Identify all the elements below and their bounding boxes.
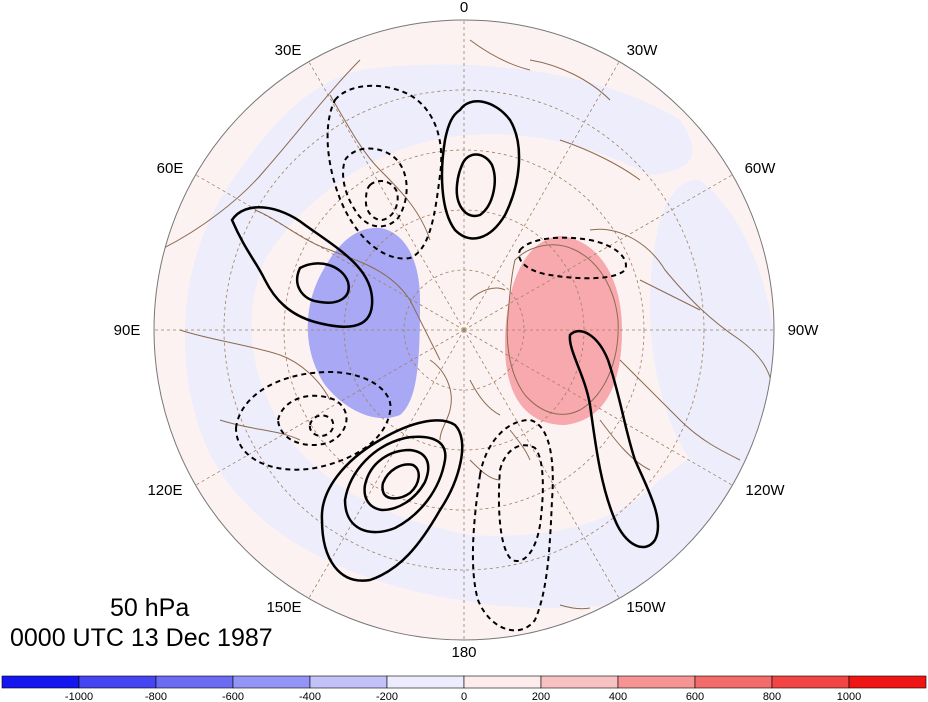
positive-contours (230, 100, 660, 582)
colorbar-tick-label: -600 (222, 691, 244, 702)
positive-anomaly-fill (505, 236, 622, 425)
colorbar-tick-label: 400 (609, 691, 627, 702)
contour-pacific-4 (381, 463, 420, 500)
contour-pacific-3 (363, 448, 430, 512)
lon-label-60w: 60W (745, 160, 777, 177)
colorbar-swatch (155, 675, 234, 689)
contour-europe-inner (455, 153, 496, 218)
colorbar-swatch (232, 675, 311, 689)
contour-pacific-2 (343, 435, 447, 534)
contour-bering-inner (497, 444, 544, 562)
colorbar-tick-label: -1000 (65, 691, 93, 702)
coast-greenland (506, 244, 619, 415)
colorbar-swatch (1, 675, 80, 689)
colorbar-tick-label: -800 (145, 691, 167, 702)
coast-arctic-islands (429, 287, 506, 441)
coast-north-atlantic (469, 39, 641, 181)
valid-time-title: 0000 UTC 13 Dec 1987 (10, 624, 273, 652)
lon-label-0: 0 (460, 0, 468, 16)
lon-label-90w: 90W (788, 322, 820, 339)
contour-bering-outer (471, 418, 554, 632)
lon-label-30w: 30W (627, 42, 659, 59)
lon-label-30e: 30E (275, 42, 302, 59)
contour-siberia-mid (276, 394, 348, 446)
contour-north-america (568, 329, 660, 549)
colorbar-tick-label: 0 (461, 691, 467, 702)
contour-europe-outer (440, 100, 521, 240)
colorbar-tick-label: -400 (299, 691, 321, 702)
colorbar-tick-label: -200 (376, 691, 398, 702)
colorbar-swatch (771, 675, 850, 689)
lon-label-150w: 150W (626, 599, 666, 616)
colorbar-swatch (386, 675, 465, 689)
colorbar-swatch (617, 675, 696, 689)
coast-north-america (589, 228, 774, 471)
contour-scandinavia-inner (364, 179, 399, 222)
colorbar-swatch (78, 675, 157, 689)
colorbar-tick-label: 1000 (837, 691, 861, 702)
lon-label-60e: 60E (157, 160, 184, 177)
longitude-labels: 0 30W 60W 90W 120W 150W 180 150E 120E 90… (114, 0, 820, 661)
lon-label-120e: 120E (147, 482, 182, 499)
map-border (153, 19, 775, 641)
contour-scandinavia-mid (342, 147, 408, 228)
coast-pacific-islands (469, 429, 591, 610)
colorbar-swatch (848, 675, 927, 689)
colorbar-swatch (309, 675, 388, 689)
contour-scandinavia-outer (326, 84, 443, 260)
colorbar-tick-label: 800 (763, 691, 781, 702)
lon-label-90e: 90E (114, 322, 141, 339)
coast-eurasia (159, 59, 441, 441)
lon-label-120w: 120W (745, 482, 785, 499)
coastlines (159, 39, 774, 610)
contour-siberia-inner (308, 414, 335, 438)
colorbar-swatch (540, 675, 619, 689)
colorbar-swatch (463, 675, 542, 689)
negative-contours (234, 84, 627, 632)
contour-pacific-1 (320, 419, 464, 582)
colorbar-swatch (694, 675, 773, 689)
lon-label-180: 180 (451, 644, 476, 661)
colorbar: -1000 -800 -600 -400 -200 0 200 400 600 800 1000 (1, 675, 927, 702)
contour-siberia-outer (234, 370, 392, 471)
colorbar-tick-label: 200 (532, 691, 550, 702)
map-disk (154, 20, 774, 640)
lon-label-150e: 150E (266, 599, 301, 616)
contour-asia-outer (230, 206, 374, 328)
level-title: 50 hPa (110, 594, 190, 622)
contour-asia-inner (295, 262, 350, 304)
colorbar-tick-label: 600 (686, 691, 704, 702)
